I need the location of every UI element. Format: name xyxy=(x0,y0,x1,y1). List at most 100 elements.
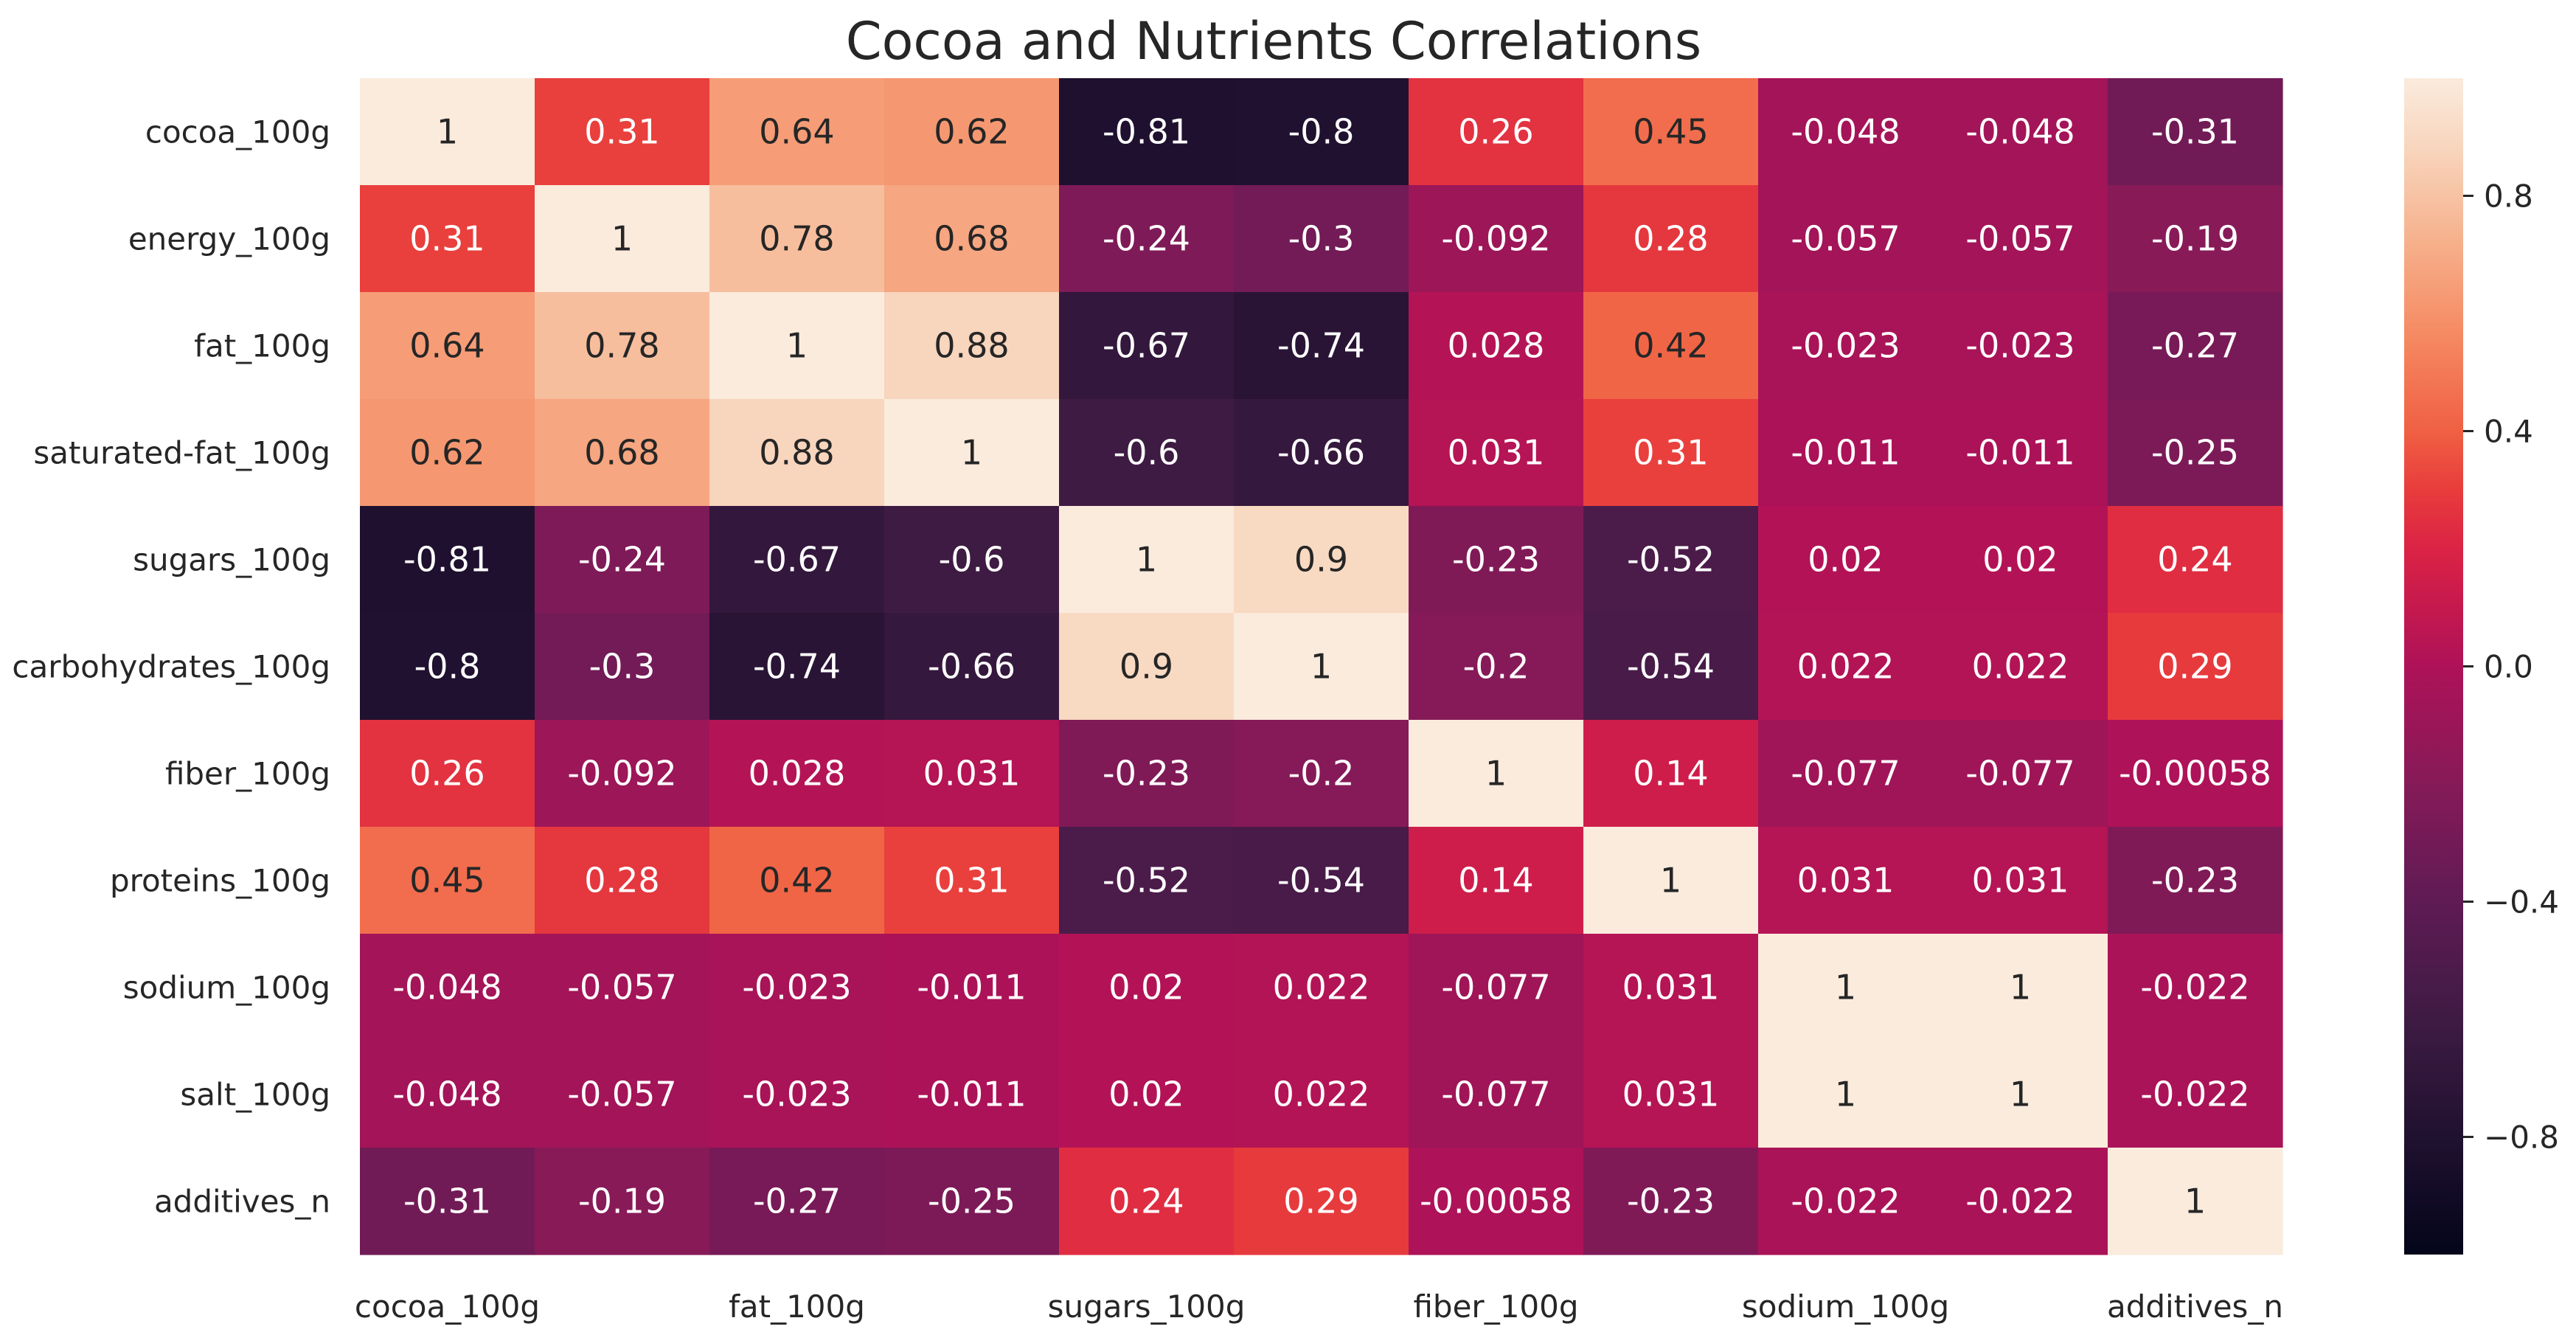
cell-value-label: 0.62 xyxy=(409,433,485,473)
column-tick-labels: cocoa_100g fat_100g sugars_100g fiber_100g s… xyxy=(355,1288,2283,1325)
heatmap-cell-cocoa-100g-cocoa-100g xyxy=(360,78,535,186)
heatmap-cell-fat-100g-fiber-100g xyxy=(1409,292,1584,400)
heatmap-cell-salt-100g-sugars-100g xyxy=(1059,1041,1235,1148)
cell-value-label: 0.022 xyxy=(1273,1075,1370,1114)
heatmap-cell-fat-100g-fat-100g xyxy=(709,292,885,400)
heatmap-cell-fiber-100g-sodium-100g xyxy=(1758,720,1934,828)
heatmap-cell-proteins-100g-salt-100g xyxy=(1933,827,2108,934)
cell-value-label: -0.048 xyxy=(392,968,501,1007)
row-label-energy-100g: energy_100g xyxy=(128,221,330,257)
heatmap-cell-cocoa-100g-additives-n xyxy=(2108,78,2283,186)
heatmap-cell-carbohydrates-100g-fiber-100g xyxy=(1409,613,1584,721)
heatmap-cell-saturated-fat-100g-cocoa-100g xyxy=(360,399,535,507)
cell-value-label: 0.028 xyxy=(749,754,846,794)
heatmap-cell-additives-n-fiber-100g xyxy=(1409,1148,1584,1255)
cell-value-label: 0.31 xyxy=(1633,433,1708,473)
cell-value-label: -0.8 xyxy=(1288,112,1355,152)
heatmap-cell-proteins-100g-additives-n xyxy=(2108,827,2283,934)
cell-value-label: 1 xyxy=(1835,1075,1856,1114)
cell-value-label: -0.022 xyxy=(2140,968,2249,1007)
heatmap-cell-proteins-100g-cocoa-100g xyxy=(360,827,535,934)
cell-value-label: 0.29 xyxy=(2157,647,2232,687)
heatmap-cell-salt-100g-additives-n xyxy=(2108,1041,2283,1148)
cell-value-label: 0.29 xyxy=(1283,1182,1358,1221)
heatmap-cell-salt-100g-cocoa-100g xyxy=(360,1041,535,1148)
cell-value-label: 1 xyxy=(2010,968,2031,1007)
heatmap-cell-cocoa-100g-fat-100g xyxy=(709,78,885,186)
heatmap-cell-sodium-100g-proteins-100g xyxy=(1583,934,1759,1041)
cell-value-label: 1 xyxy=(786,326,808,366)
cell-value-label: -0.23 xyxy=(1103,754,1190,794)
heatmap-cell-fat-100g-sodium-100g xyxy=(1758,292,1934,400)
heatmap-cell-fiber-100g-proteins-100g xyxy=(1583,720,1759,828)
heatmap-cell-sugars-100g-fiber-100g xyxy=(1409,506,1584,614)
cell-value-label: 0.42 xyxy=(759,861,834,901)
heatmap-cell-additives-n-additives-n xyxy=(2108,1148,2283,1255)
heatmap-cell-energy-100g-fiber-100g xyxy=(1409,185,1584,293)
heatmap-cell-proteins-100g-proteins-100g xyxy=(1583,827,1759,934)
cell-value-label: -0.25 xyxy=(928,1182,1016,1221)
heatmap-cell-sugars-100g-fat-100g xyxy=(709,506,885,614)
cell-value-label: -0.00058 xyxy=(1420,1182,1572,1221)
heatmap-cell-carbohydrates-100g-sugars-100g xyxy=(1059,613,1235,721)
heatmap-cell-fiber-100g-fiber-100g xyxy=(1409,720,1584,828)
cell-value-label: -0.81 xyxy=(1103,112,1190,152)
heatmap-cell-energy-100g-proteins-100g xyxy=(1583,185,1759,293)
heatmap-cell-saturated-fat-100g-fiber-100g xyxy=(1409,399,1584,507)
cell-value-label: 0.9 xyxy=(1294,540,1348,580)
heatmap-cell-cocoa-100g-fiber-100g xyxy=(1409,78,1584,186)
column-label-sodium-100g: sodium_100g xyxy=(1742,1288,1949,1325)
cell-value-label: 0.78 xyxy=(584,326,659,366)
cell-value-label: 1 xyxy=(1136,540,1157,580)
heatmap-cell-carbohydrates-100g-additives-n xyxy=(2108,613,2283,721)
cell-value-label: 0.64 xyxy=(759,112,834,152)
heatmap-cell-proteins-100g-fat-100g xyxy=(709,827,885,934)
cell-value-label: -0.67 xyxy=(753,540,841,580)
colorbar-tick-label: 0.4 xyxy=(2484,414,2533,450)
heatmap-cell-fat-100g-cocoa-100g xyxy=(360,292,535,400)
cell-value-label: -0.011 xyxy=(917,968,1026,1007)
heatmap-cell-salt-100g-proteins-100g xyxy=(1583,1041,1759,1148)
heatmap-cell-saturated-fat-100g-additives-n xyxy=(2108,399,2283,507)
column-label-cocoa-100g: cocoa_100g xyxy=(355,1288,540,1325)
heatmap-cell-labels: 1 0.31 0.64 0.62 -0.81 -0.8 0.26 0.45 -0.048 -0.0… xyxy=(392,112,2271,1221)
row-label-proteins-100g: proteins_100g xyxy=(110,863,330,899)
cell-value-label: -0.011 xyxy=(1791,433,1900,473)
colorbar-tick-label: −0.4 xyxy=(2484,884,2559,920)
heatmap-cell-additives-n-sugars-100g xyxy=(1059,1148,1235,1255)
column-label-additives-n: additives_n xyxy=(2107,1288,2283,1325)
heatmap-cell-additives-n-energy-100g xyxy=(535,1148,710,1255)
heatmap-cell-additives-n-sodium-100g xyxy=(1758,1148,1934,1255)
heatmap-cell-sodium-100g-energy-100g xyxy=(535,934,710,1041)
heatmap-cell-sugars-100g-sugars-100g xyxy=(1059,506,1235,614)
heatmap-cell-carbohydrates-100g-fat-100g xyxy=(709,613,885,721)
cell-value-label: -0.057 xyxy=(567,1075,676,1114)
heatmap-cell-fiber-100g-salt-100g xyxy=(1933,720,2108,828)
cell-value-label: -0.66 xyxy=(928,647,1016,687)
cell-value-label: -0.077 xyxy=(1441,968,1550,1007)
colorbar: −0.8 −0.4 0.0 0.4 0.8 xyxy=(2404,78,2559,1255)
cell-value-label: 1 xyxy=(1835,968,1856,1007)
row-label-additives-n: additives_n xyxy=(154,1184,330,1220)
cell-value-label: -0.057 xyxy=(567,968,676,1007)
cell-value-label: 1 xyxy=(1660,861,1681,901)
column-label-fiber-100g: fiber_100g xyxy=(1413,1288,1578,1325)
heatmap-cell-sodium-100g-cocoa-100g xyxy=(360,934,535,1041)
row-label-saturated-fat-100g: saturated-fat_100g xyxy=(33,435,330,471)
cell-value-label: 0.88 xyxy=(934,326,1009,366)
colorbar-tick-label: 0.0 xyxy=(2484,649,2533,685)
cell-value-label: 0.14 xyxy=(1633,754,1708,794)
cell-value-label: -0.011 xyxy=(1965,433,2075,473)
heatmap-cell-sugars-100g-sodium-100g xyxy=(1758,506,1934,614)
cell-value-label: -0.3 xyxy=(1288,219,1355,259)
heatmap-cell-fat-100g-saturated-fat-100g xyxy=(884,292,1060,400)
cell-value-label: -0.54 xyxy=(1277,861,1365,901)
heatmap-cell-carbohydrates-100g-energy-100g xyxy=(535,613,710,721)
heatmap-cell-salt-100g-saturated-fat-100g xyxy=(884,1041,1060,1148)
cell-value-label: 0.26 xyxy=(409,754,485,794)
heatmap-cell-carbohydrates-100g-saturated-fat-100g xyxy=(884,613,1060,721)
heatmap-cell-sodium-100g-sugars-100g xyxy=(1059,934,1235,1041)
cell-value-label: 0.031 xyxy=(1972,861,2069,901)
cell-value-label: -0.27 xyxy=(753,1182,841,1221)
heatmap-cell-salt-100g-sodium-100g xyxy=(1758,1041,1934,1148)
